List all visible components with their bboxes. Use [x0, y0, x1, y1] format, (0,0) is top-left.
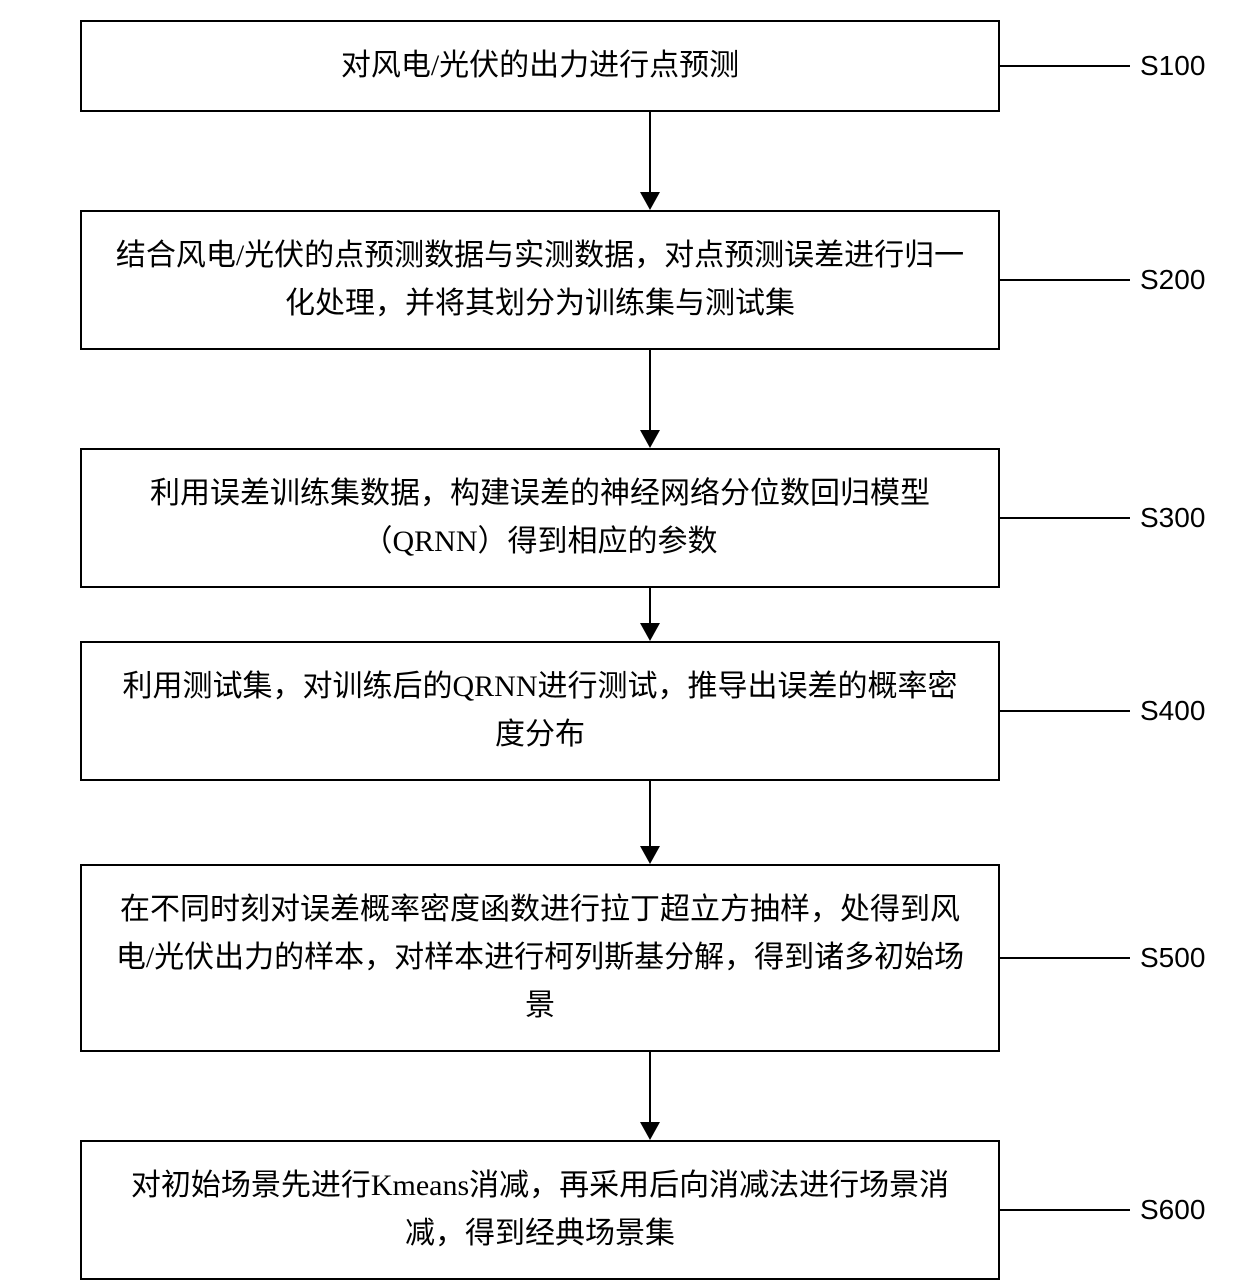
connector-line: [1000, 279, 1130, 281]
step-box-s300: 利用误差训练集数据，构建误差的神经网络分位数回归模型（QRNN）得到相应的参数: [80, 448, 1000, 588]
step-row-s300: 利用误差训练集数据，构建误差的神经网络分位数回归模型（QRNN）得到相应的参数 …: [20, 448, 1220, 588]
connector-line: [1000, 710, 1130, 712]
step-text-s200: 结合风电/光伏的点预测数据与实测数据，对点预测误差进行归一化处理，并将其划分为训…: [112, 232, 968, 328]
arrow-head-icon: [640, 846, 660, 864]
step-label-s600: S600: [1140, 1194, 1205, 1226]
arrow-shaft: [649, 350, 651, 430]
arrow-head-icon: [640, 430, 660, 448]
label-connector-s300: S300: [1000, 502, 1205, 534]
step-text-s300: 利用误差训练集数据，构建误差的神经网络分位数回归模型（QRNN）得到相应的参数: [112, 470, 968, 566]
step-label-s400: S400: [1140, 695, 1205, 727]
step-box-s200: 结合风电/光伏的点预测数据与实测数据，对点预测误差进行归一化处理，并将其划分为训…: [80, 210, 1000, 350]
step-label-s200: S200: [1140, 264, 1205, 296]
step-box-s400: 利用测试集，对训练后的QRNN进行测试，推导出误差的概率密度分布: [80, 641, 1000, 781]
arrow-s500-s600: [190, 1052, 1110, 1140]
step-row-s500: 在不同时刻对误差概率密度函数进行拉丁超立方抽样，处得到风电/光伏出力的样本，对样…: [20, 864, 1220, 1052]
step-row-s600: 对初始场景先进行Kmeans消减，再采用后向消减法进行场景消减，得到经典场景集 …: [20, 1140, 1220, 1280]
connector-line: [1000, 65, 1130, 67]
step-text-s100: 对风电/光伏的出力进行点预测: [341, 42, 739, 90]
step-label-s500: S500: [1140, 942, 1205, 974]
arrow-head-icon: [640, 1122, 660, 1140]
step-box-s500: 在不同时刻对误差概率密度函数进行拉丁超立方抽样，处得到风电/光伏出力的样本，对样…: [80, 864, 1000, 1052]
connector-line: [1000, 517, 1130, 519]
label-connector-s200: S200: [1000, 264, 1205, 296]
step-label-s300: S300: [1140, 502, 1205, 534]
arrow-shaft: [649, 781, 651, 846]
label-connector-s100: S100: [1000, 50, 1205, 82]
label-connector-s400: S400: [1000, 695, 1205, 727]
arrow-head-icon: [640, 192, 660, 210]
step-row-s100: 对风电/光伏的出力进行点预测 S100: [20, 20, 1220, 112]
step-text-s500: 在不同时刻对误差概率密度函数进行拉丁超立方抽样，处得到风电/光伏出力的样本，对样…: [112, 886, 968, 1030]
arrow-shaft: [649, 588, 651, 623]
arrow-s400-s500: [190, 781, 1110, 864]
arrow-s100-s200: [190, 112, 1110, 210]
flowchart-container: 对风电/光伏的出力进行点预测 S100 结合风电/光伏的点预测数据与实测数据，对…: [20, 20, 1220, 1280]
arrow-s300-s400: [190, 588, 1110, 641]
step-row-s200: 结合风电/光伏的点预测数据与实测数据，对点预测误差进行归一化处理，并将其划分为训…: [20, 210, 1220, 350]
connector-line: [1000, 1209, 1130, 1211]
step-box-s100: 对风电/光伏的出力进行点预测: [80, 20, 1000, 112]
step-row-s400: 利用测试集，对训练后的QRNN进行测试，推导出误差的概率密度分布 S400: [20, 641, 1220, 781]
label-connector-s600: S600: [1000, 1194, 1205, 1226]
arrow-s200-s300: [190, 350, 1110, 448]
arrow-head-icon: [640, 623, 660, 641]
arrow-shaft: [649, 112, 651, 192]
label-connector-s500: S500: [1000, 942, 1205, 974]
arrow-shaft: [649, 1052, 651, 1122]
step-text-s400: 利用测试集，对训练后的QRNN进行测试，推导出误差的概率密度分布: [112, 663, 968, 759]
connector-line: [1000, 957, 1130, 959]
step-text-s600: 对初始场景先进行Kmeans消减，再采用后向消减法进行场景消减，得到经典场景集: [112, 1162, 968, 1258]
step-box-s600: 对初始场景先进行Kmeans消减，再采用后向消减法进行场景消减，得到经典场景集: [80, 1140, 1000, 1280]
step-label-s100: S100: [1140, 50, 1205, 82]
